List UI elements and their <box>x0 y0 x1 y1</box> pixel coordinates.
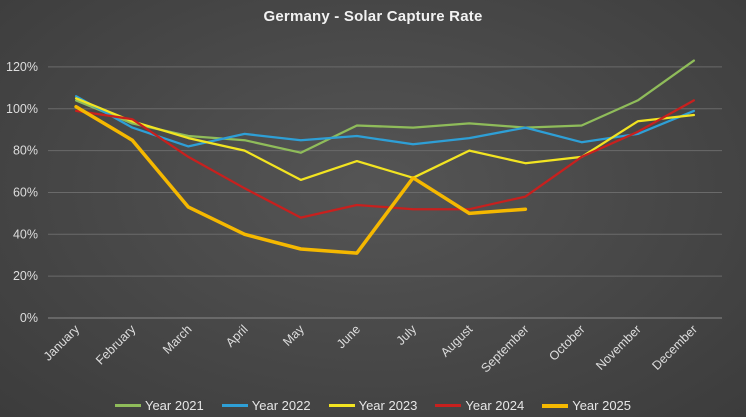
x-tick-label: February <box>93 322 139 368</box>
legend-swatch <box>542 403 569 408</box>
legend-item: Year 2023 <box>328 398 418 413</box>
series-line-year-2024 <box>74 99 696 219</box>
y-axis-ticks: 0% 20% 40% 60% 80% 100% 120% <box>6 60 38 325</box>
x-tick-label: July <box>394 322 420 348</box>
x-axis-ticks: January February March April May June July Augu… <box>41 322 700 376</box>
legend-swatch <box>221 404 248 407</box>
x-tick-label: December <box>649 322 700 373</box>
legend-swatch <box>114 404 141 407</box>
y-tick-label: 40% <box>13 227 38 241</box>
x-tick-label: August <box>438 322 476 360</box>
x-tick-label: April <box>223 322 251 350</box>
legend-swatch <box>435 404 462 407</box>
legend-item: Year 2024 <box>435 398 524 413</box>
legend: Year 2021 Year 2022 Year 2023 Year 2024 Year… <box>0 398 746 413</box>
x-tick-label: May <box>280 322 307 349</box>
y-tick-label: 60% <box>13 185 38 199</box>
x-tick-label: November <box>593 322 644 373</box>
x-tick-label: March <box>160 322 194 356</box>
legend-item: Year 2021 <box>114 398 204 413</box>
y-tick-label: 120% <box>6 60 38 74</box>
legend-label: Year 2025 <box>572 398 632 413</box>
grid-layer <box>48 66 722 319</box>
chart-title: Germany - Solar Capture Rate <box>263 8 483 25</box>
x-tick-label: October <box>546 322 587 363</box>
series-line-year-2021 <box>74 59 696 154</box>
x-tick-label: June <box>334 322 363 351</box>
legend-swatch <box>328 404 355 407</box>
y-tick-label: 80% <box>13 144 38 158</box>
y-tick-label: 20% <box>13 269 38 283</box>
legend-item: Year 2022 <box>221 398 311 413</box>
legend-label: Year 2023 <box>358 398 418 413</box>
y-tick-label: 0% <box>20 311 38 325</box>
series-line-year-2023 <box>74 97 696 182</box>
legend-label: Year 2022 <box>251 398 311 413</box>
x-tick-label: September <box>478 322 531 375</box>
x-tick-label: January <box>41 322 83 364</box>
y-tick-label: 100% <box>6 102 38 116</box>
line-chart: 0% 20% 40% 60% 80% 100% 120% January February Ma… <box>6 59 722 376</box>
legend-label: Year 2024 <box>465 398 525 413</box>
legend-item: Year 2025 <box>542 398 631 413</box>
series-line-year-2022 <box>74 95 696 148</box>
legend-label: Year 2021 <box>144 398 204 413</box>
series-layer <box>74 59 696 255</box>
